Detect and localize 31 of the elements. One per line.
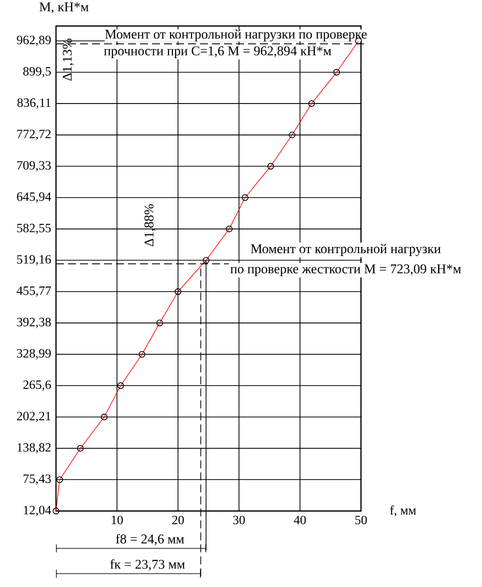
x-tick-label: 30 [233,516,245,524]
y-tick-label: 265,6 [23,380,51,391]
annotation: Момент от контрольной нагрузки по проверке [105,29,367,42]
y-tick-label: 899,5 [23,67,51,78]
y-tick-label: 75,43 [24,474,51,485]
y-tick-label: 709,33 [17,161,51,172]
annotation: прочности при С=1,6 М = 962,894 кН*м [104,46,332,58]
x-tick-label: 10 [112,516,123,524]
y-tick-label: 962,89 [16,36,51,46]
y-tick-label: 12,04 [24,506,52,516]
x-axis-title: f, мм [390,506,416,516]
x-tick-label: 40 [294,516,306,524]
text: fк = 23,73 мм [110,559,185,571]
y-tick-label: 138,82 [18,443,51,454]
y-tick-label: 836,11 [17,98,51,109]
y-tick-label: 772,72 [17,130,51,140]
y-tick-label: 519,16 [17,255,51,266]
annotation: Δ1,13% [62,38,74,81]
x-tick-label: 20 [172,516,184,524]
annotation: Момент от контрольной нагрузки [250,244,441,256]
y-tick-label: 645,94 [17,192,52,203]
y-tick-label: 328,99 [17,349,51,360]
y-tick-label: 582,55 [17,224,51,234]
y-axis-title: М, кН*м [40,2,89,14]
y-tick-label: 392,38 [17,318,51,328]
annotation: по проверке жесткости М = 723,09 кН*м [230,264,461,276]
annotation: Δ1,88% [144,204,156,246]
x-tick-label: 50 [355,516,367,524]
y-tick-label: 455,77 [16,286,51,297]
y-tick-label: 202,21 [17,412,51,422]
text: f8 = 24,6 мм [116,534,184,546]
